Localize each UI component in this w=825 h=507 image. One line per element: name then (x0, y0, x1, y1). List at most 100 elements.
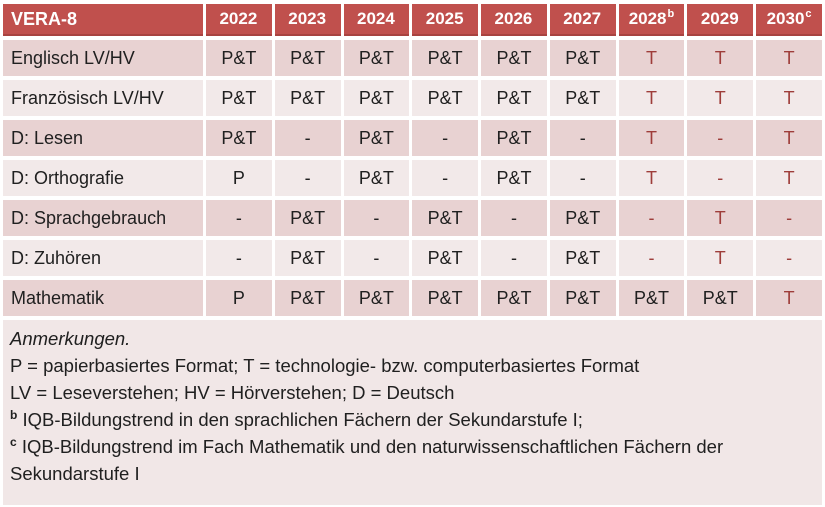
year-header-2028: 2028b (618, 4, 685, 36)
table-row: D: Lesen P&T - P&T - P&T - T - T (3, 120, 822, 156)
notes-title: Anmerkungen. (10, 328, 131, 349)
cell-value: T (618, 160, 685, 196)
row-label: D: Orthografie (3, 160, 203, 196)
cell-value: P&T (412, 280, 479, 316)
year-label: 2025 (425, 9, 464, 28)
cell-value: P&T (481, 120, 547, 156)
cell-value: T (756, 120, 822, 156)
cell-value: T (687, 240, 754, 276)
cell-value: - (412, 120, 479, 156)
cell-value: - (687, 160, 754, 196)
note-footnote-c: c IQB-Bildungstrend im Fach Mathematik u… (10, 433, 813, 487)
cell-value: T (756, 80, 822, 116)
year-label: 2022 (219, 9, 258, 28)
year-label: 2027 (563, 9, 602, 28)
row-label: Mathematik (3, 280, 203, 316)
year-header-2022: 2022 (206, 4, 272, 36)
cell-value: P&T (274, 200, 341, 236)
cell-value: P&T (274, 240, 341, 276)
year-header-2024: 2024 (343, 4, 410, 36)
cell-value: P (206, 280, 272, 316)
table-body: Englisch LV/HV P&T P&T P&T P&T P&T P&T T T T Franz… (3, 40, 822, 316)
cell-value: T (756, 280, 822, 316)
cell-value: T (687, 40, 754, 76)
cell-value: P&T (343, 80, 410, 116)
cell-value: T (756, 40, 822, 76)
cell-value: P&T (549, 40, 616, 76)
footnote-c-marker: c (10, 434, 17, 449)
cell-value: P&T (412, 240, 479, 276)
cell-value: T (756, 160, 822, 196)
cell-value: P&T (481, 40, 547, 76)
year-header-2027: 2027 (549, 4, 616, 36)
row-label: D: Sprachgebrauch (3, 200, 203, 236)
row-label: Englisch LV/HV (3, 40, 203, 76)
row-label: D: Lesen (3, 120, 203, 156)
cell-value: - (618, 200, 685, 236)
cell-value: P&T (412, 40, 479, 76)
cell-value: P (206, 160, 272, 196)
year-superscript: c (805, 8, 812, 21)
footnote-b-marker: b (10, 407, 18, 422)
cell-value: P&T (481, 160, 547, 196)
year-header-2026: 2026 (481, 4, 547, 36)
cell-value: - (618, 240, 685, 276)
note-abbreviations: LV = Leseverstehen; HV = Hörverstehen; D… (10, 382, 455, 403)
year-label: 2028 (628, 9, 667, 28)
cell-value: P&T (274, 80, 341, 116)
cell-value: P&T (206, 80, 272, 116)
year-label: 2026 (494, 9, 533, 28)
cell-value: P&T (481, 80, 547, 116)
cell-value: P&T (412, 80, 479, 116)
cell-value: - (756, 240, 822, 276)
cell-value: P&T (618, 280, 685, 316)
cell-value: P&T (481, 280, 547, 316)
cell-value: P&T (549, 280, 616, 316)
vera8-schedule-table: VERA-8 2022 2023 2024 2025 2026 2027 202… (3, 4, 822, 316)
note-formats: P = papierbasiertes Format; T = technolo… (10, 355, 640, 376)
table-title: VERA-8 (11, 8, 78, 29)
table-row: D: Zuhören - P&T - P&T - P&T - T - (3, 240, 822, 276)
cell-value: - (206, 240, 272, 276)
cell-value: P&T (343, 160, 410, 196)
table-row: D: Orthografie P - P&T - P&T - T - T (3, 160, 822, 196)
cell-value: - (756, 200, 822, 236)
cell-value: P&T (274, 280, 341, 316)
cell-value: P&T (343, 40, 410, 76)
cell-value: - (343, 200, 410, 236)
footnote-c-text: IQB-Bildungstrend im Fach Mathematik und… (10, 436, 724, 484)
year-label: 2024 (357, 9, 395, 28)
table-row: Englisch LV/HV P&T P&T P&T P&T P&T P&T T T T (3, 40, 822, 76)
year-header-2025: 2025 (412, 4, 479, 36)
table-row: D: Sprachgebrauch - P&T - P&T - P&T - T - (3, 200, 822, 236)
year-label: 2023 (288, 9, 327, 28)
year-header-2029: 2029 (687, 4, 754, 36)
cell-value: - (343, 240, 410, 276)
cell-value: P&T (206, 120, 272, 156)
cell-value: T (618, 120, 685, 156)
cell-value: - (481, 200, 547, 236)
cell-value: P&T (549, 200, 616, 236)
year-superscript: b (667, 8, 675, 21)
table-title-cell: VERA-8 (3, 4, 203, 36)
notes-section: Anmerkungen. P = papierbasiertes Format;… (3, 320, 822, 505)
table-row: Mathematik P P&T P&T P&T P&T P&T P&T P&T T (3, 280, 822, 316)
cell-value: P&T (687, 280, 754, 316)
row-label: D: Zuhören (3, 240, 203, 276)
cell-value: - (274, 160, 341, 196)
year-label: 2029 (700, 9, 739, 28)
cell-value: - (412, 160, 479, 196)
row-label: Französisch LV/HV (3, 80, 203, 116)
cell-value: T (618, 80, 685, 116)
cell-value: P&T (343, 280, 410, 316)
cell-value: P&T (343, 120, 410, 156)
cell-value: - (549, 160, 616, 196)
cell-value: P&T (412, 200, 479, 236)
cell-value: P&T (549, 240, 616, 276)
footnote-b-text: IQB-Bildungstrend in den sprachlichen Fä… (22, 409, 583, 430)
cell-value: T (687, 80, 754, 116)
cell-value: - (549, 120, 616, 156)
year-header-2030: 2030c (756, 4, 822, 36)
cell-value: - (481, 240, 547, 276)
